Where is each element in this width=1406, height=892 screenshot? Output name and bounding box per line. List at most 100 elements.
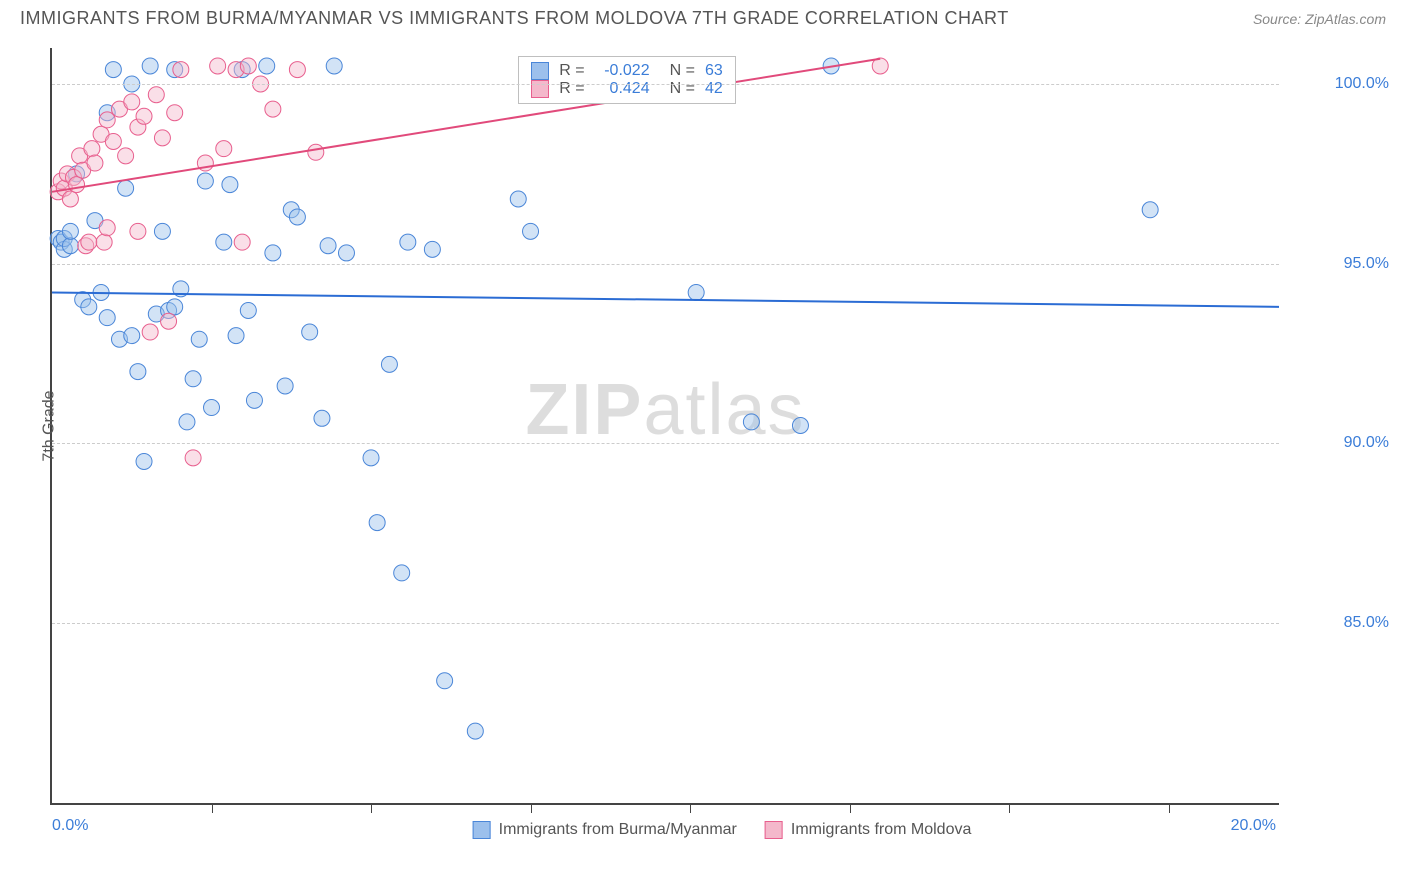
trend-line: [52, 292, 1279, 306]
legend-label: Immigrants from Moldova: [791, 821, 972, 839]
data-point: [81, 234, 97, 250]
y-tick-label: 95.0%: [1289, 255, 1389, 273]
x-axis-min-label: 0.0%: [52, 817, 88, 835]
data-point: [265, 245, 281, 261]
data-point: [185, 371, 201, 387]
data-point: [363, 450, 379, 466]
legend-row: R =0.424N = 42: [531, 80, 722, 98]
x-tick: [212, 803, 213, 813]
data-point: [400, 234, 416, 250]
x-tick: [850, 803, 851, 813]
data-point: [173, 62, 189, 78]
data-point: [216, 234, 232, 250]
plot-area: 7th Grade ZIPatlas R =-0.022N = 63R =0.4…: [50, 48, 1279, 805]
data-point: [394, 565, 410, 581]
legend-swatch: [531, 62, 549, 80]
data-point: [437, 673, 453, 689]
y-tick-label: 85.0%: [1289, 614, 1389, 632]
chart-source: Source: ZipAtlas.com: [1253, 11, 1386, 27]
data-point: [302, 324, 318, 340]
data-point: [179, 414, 195, 430]
chart-title: IMMIGRANTS FROM BURMA/MYANMAR VS IMMIGRA…: [20, 8, 1009, 29]
data-point: [265, 101, 281, 117]
data-point: [167, 299, 183, 315]
data-point: [130, 364, 146, 380]
data-point: [792, 418, 808, 434]
data-point: [314, 410, 330, 426]
gridline: [52, 443, 1279, 444]
x-tick: [371, 803, 372, 813]
data-point: [210, 58, 226, 74]
data-point: [197, 173, 213, 189]
correlation-legend: R =-0.022N = 63R =0.424N = 42: [518, 56, 735, 104]
data-point: [289, 62, 305, 78]
chart-container: 7th Grade ZIPatlas R =-0.022N = 63R =0.4…: [50, 48, 1394, 837]
legend-swatch: [473, 821, 491, 839]
gridline: [52, 264, 1279, 265]
data-point: [259, 58, 275, 74]
data-point: [381, 356, 397, 372]
legend-swatch: [531, 80, 549, 98]
data-point: [240, 302, 256, 318]
data-point: [289, 209, 305, 225]
trend-line: [52, 59, 880, 192]
data-point: [118, 148, 134, 164]
data-point: [161, 313, 177, 329]
data-point: [467, 723, 483, 739]
data-point: [510, 191, 526, 207]
data-point: [99, 310, 115, 326]
legend-row: R =-0.022N = 63: [531, 62, 722, 80]
data-point: [62, 191, 78, 207]
data-point: [136, 108, 152, 124]
data-point: [688, 284, 704, 300]
data-point: [62, 238, 78, 254]
x-tick: [531, 803, 532, 813]
legend-label: Immigrants from Burma/Myanmar: [499, 821, 737, 839]
data-point: [96, 234, 112, 250]
data-point: [142, 324, 158, 340]
data-point: [99, 220, 115, 236]
data-point: [1142, 202, 1158, 218]
data-point: [148, 87, 164, 103]
legend-item: Immigrants from Burma/Myanmar: [473, 821, 737, 839]
data-point: [369, 515, 385, 531]
x-tick: [1169, 803, 1170, 813]
data-point: [124, 328, 140, 344]
plot-svg: [52, 48, 1279, 803]
data-point: [246, 392, 262, 408]
data-point: [118, 180, 134, 196]
data-point: [154, 223, 170, 239]
legend-swatch: [765, 821, 783, 839]
data-point: [308, 144, 324, 160]
series-legend: Immigrants from Burma/Myanmar Immigrants …: [473, 821, 972, 839]
data-point: [523, 223, 539, 239]
data-point: [124, 94, 140, 110]
x-tick: [690, 803, 691, 813]
data-point: [240, 58, 256, 74]
data-point: [320, 238, 336, 254]
data-point: [234, 234, 250, 250]
data-point: [142, 58, 158, 74]
data-point: [81, 299, 97, 315]
data-point: [424, 241, 440, 257]
data-point: [62, 223, 78, 239]
data-point: [69, 177, 85, 193]
legend-item: Immigrants from Moldova: [765, 821, 972, 839]
data-point: [84, 141, 100, 157]
data-point: [222, 177, 238, 193]
data-point: [338, 245, 354, 261]
data-point: [130, 223, 146, 239]
data-point: [136, 453, 152, 469]
data-point: [228, 328, 244, 344]
gridline: [52, 623, 1279, 624]
data-point: [154, 130, 170, 146]
x-tick: [1009, 803, 1010, 813]
x-axis-max-label: 20.0%: [1231, 817, 1276, 835]
data-point: [191, 331, 207, 347]
data-point: [216, 141, 232, 157]
data-point: [105, 62, 121, 78]
data-point: [185, 450, 201, 466]
data-point: [743, 414, 759, 430]
data-point: [277, 378, 293, 394]
data-point: [167, 105, 183, 121]
